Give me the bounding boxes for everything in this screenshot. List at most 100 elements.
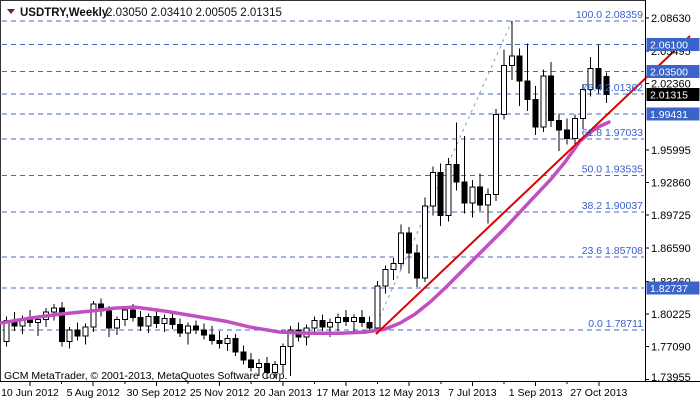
candlestick: [524, 43, 531, 112]
candle-body: [469, 186, 476, 204]
candlestick: [106, 305, 113, 338]
candlestick: [121, 307, 128, 326]
fibonacci-label: 38.2 1.90037: [582, 200, 643, 212]
candlestick: [492, 109, 499, 201]
candle-body: [271, 363, 278, 374]
level-price-badge-bg: [646, 281, 700, 295]
price-axis-label: 1.73955: [651, 372, 691, 384]
candle-body: [50, 307, 57, 313]
copyright-text: GCM MetaTrader, © 2001-2013, MetaQuotes …: [4, 370, 287, 382]
level-price-badge-text: 2.03500: [650, 67, 688, 79]
candlestick: [82, 323, 89, 345]
time-axis-label: 5 Aug 2012: [67, 387, 120, 399]
level-price-badge-bg: [646, 107, 700, 121]
moving-average-line[interactable]: [0, 120, 611, 335]
candlestick: [335, 313, 342, 331]
time-axis[interactable]: 10 Jun 2012 5 Aug 2012 30 Sep 2012 25 Nov 2…: [0, 381, 700, 400]
chart-symbol-title: USDTRY,Weekly: [20, 7, 109, 19]
candle-body: [500, 64, 507, 115]
candle-body: [532, 99, 539, 128]
candle-body: [287, 329, 294, 348]
candle-body: [327, 322, 334, 328]
time-axis-label: 20 Jan 2013: [254, 387, 312, 399]
candle-body: [429, 172, 436, 207]
candle-body: [461, 181, 468, 204]
candlestick: [390, 258, 397, 280]
level-price-badge-bg: [646, 38, 700, 52]
candlestick: [185, 322, 192, 345]
candlestick: [532, 86, 539, 136]
candlestick: [232, 334, 239, 356]
candlestick: [540, 69, 547, 133]
candlestick: [595, 44, 602, 94]
candlestick: [548, 62, 555, 127]
time-axis-label: 1 Sep 2013: [509, 387, 563, 399]
candlestick: [579, 84, 586, 129]
candlestick: [469, 179, 476, 218]
time-axis-label: 25 Nov 2012: [190, 387, 250, 399]
candle-body: [279, 346, 286, 365]
candle-body: [595, 67, 602, 89]
candle-body: [421, 205, 428, 279]
price-axis-label: 1.95995: [651, 145, 691, 157]
candle-body: [350, 316, 357, 323]
candle-body: [398, 232, 405, 264]
candlestick: [453, 122, 460, 191]
candlestick: [319, 314, 326, 331]
fibonacci-label: 23.6 1.85708: [582, 245, 643, 257]
candlestick: [429, 166, 436, 216]
price-axis[interactable]: 2.086302.054952.023601.959951.928601.897…: [645, 0, 691, 384]
candlestick: [500, 49, 507, 120]
candle-body: [145, 315, 152, 327]
candlestick: [161, 314, 168, 333]
price-axis-label: 2.02360: [651, 78, 691, 90]
candle-body: [587, 67, 594, 90]
candlestick: [516, 48, 523, 106]
level-price-badge-text: 1.82737: [650, 283, 688, 295]
candlestick: [406, 226, 413, 274]
candle-body: [556, 120, 563, 131]
candlestick: [153, 309, 160, 328]
candle-body: [342, 316, 349, 323]
current-price-badge-bg: [646, 87, 700, 101]
candle-body: [106, 310, 113, 329]
candle-body: [224, 337, 231, 344]
candlestick: [50, 303, 57, 321]
level-price-badge-bg: [646, 65, 700, 79]
candle-body: [492, 113, 499, 196]
current-price-badge-text: 2.01315: [650, 89, 688, 101]
candle-body: [571, 117, 578, 139]
time-axis-label: 17 Mar 2013: [317, 387, 376, 399]
symbol-dropdown-icon[interactable]: [7, 9, 15, 14]
candle-body: [516, 55, 523, 82]
fibonacci-label: 50.0 1.93535: [582, 163, 643, 175]
time-axis-label: 12 May 2013: [379, 387, 440, 399]
candle-body: [564, 129, 571, 139]
candle-body: [240, 351, 247, 361]
candle-body: [374, 285, 381, 329]
candle-body: [161, 317, 168, 325]
candle-body: [177, 324, 184, 334]
candle-body: [169, 317, 176, 326]
candlestick: [248, 352, 255, 372]
price-axis-label: 2.08630: [651, 13, 691, 25]
price-axis-label: 1.86590: [651, 243, 691, 255]
candle-body: [58, 307, 65, 342]
candlestick: [398, 224, 405, 270]
candlestick: [279, 343, 286, 374]
candlestick: [477, 173, 484, 212]
fibonacci-label: 100.0 2.08359: [576, 9, 643, 21]
candle-body: [232, 337, 239, 353]
candlestick: [137, 311, 144, 331]
candle-body: [185, 325, 192, 334]
candle-body: [248, 359, 255, 368]
candlestick: [74, 322, 81, 341]
candle-body: [485, 194, 492, 206]
trendline[interactable]: [375, 35, 691, 335]
candlestick: [192, 320, 199, 335]
candle-body: [366, 322, 373, 329]
price-axis-label: 1.92860: [651, 177, 691, 189]
candle-body: [406, 232, 413, 254]
